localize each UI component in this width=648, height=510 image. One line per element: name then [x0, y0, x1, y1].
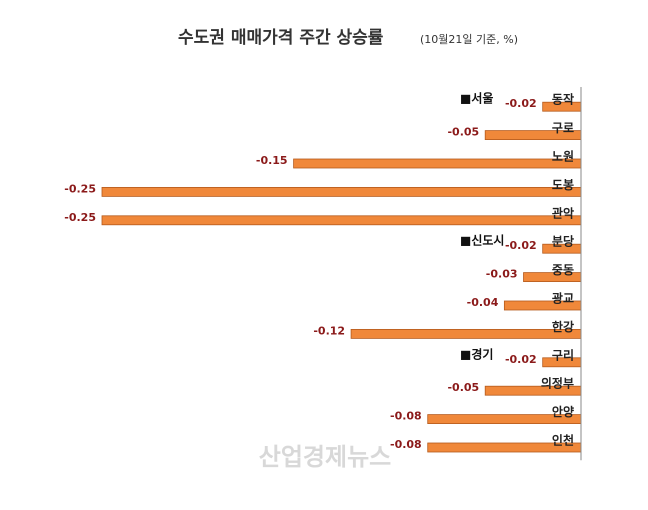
chart-subtitle: (10월21일 기준, %) — [420, 32, 518, 46]
watermark: 산업경제뉴스 — [259, 443, 391, 471]
value-label: -0.15 — [256, 154, 288, 167]
category-label: 동작 — [552, 92, 574, 107]
bar — [293, 158, 582, 169]
category-label: 광교 — [552, 291, 574, 306]
value-label: -0.02 — [505, 239, 537, 252]
value-label: -0.12 — [313, 324, 345, 337]
value-label: -0.02 — [505, 353, 537, 366]
category-label: 분당 — [552, 234, 574, 249]
group-label: ■경기 — [460, 346, 493, 361]
category-label: 구로 — [552, 121, 574, 135]
category-label: 한강 — [552, 319, 574, 334]
value-label: -0.03 — [486, 268, 518, 281]
group-label: ■신도시 — [460, 233, 504, 248]
value-label: -0.08 — [390, 438, 422, 451]
category-label: 의정부 — [541, 376, 574, 391]
category-label: 관악 — [552, 205, 574, 220]
bar — [101, 215, 582, 226]
bar — [350, 328, 582, 339]
value-label: -0.05 — [447, 126, 479, 139]
chart-title: 수도권 매매가격 주간 상승률 — [178, 28, 384, 48]
bar — [101, 186, 582, 197]
value-label: -0.25 — [64, 182, 96, 195]
category-label: 노원 — [552, 150, 574, 164]
value-label: -0.05 — [447, 381, 479, 394]
value-label: -0.25 — [64, 211, 96, 224]
category-label: 인천 — [552, 433, 574, 448]
category-label: 구리 — [552, 347, 574, 362]
value-label: -0.04 — [467, 296, 499, 309]
category-label: 중동 — [552, 263, 574, 277]
group-label: ■서울 — [460, 91, 493, 106]
value-label: -0.02 — [505, 97, 537, 110]
category-label: 도봉 — [552, 178, 574, 192]
value-label: -0.08 — [390, 410, 422, 423]
category-label: 안양 — [552, 404, 574, 419]
